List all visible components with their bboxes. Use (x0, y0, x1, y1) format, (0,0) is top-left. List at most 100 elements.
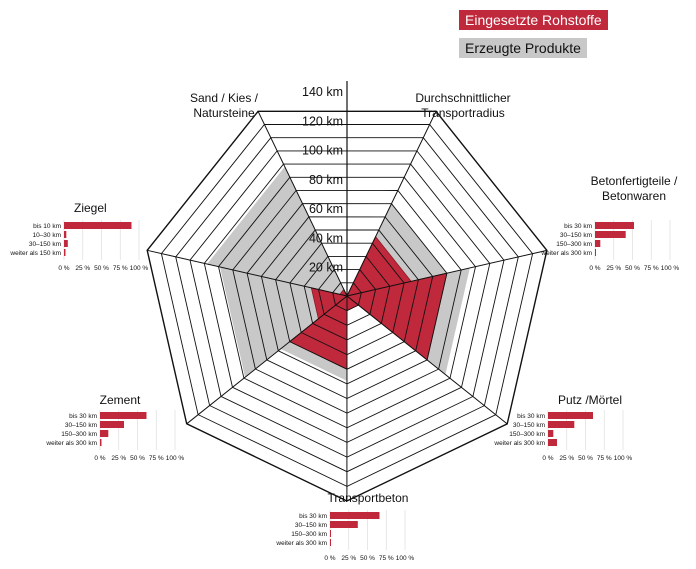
inset-category-label: 150–300 km (556, 241, 592, 248)
inset-category-label: 30–150 km (560, 232, 592, 239)
inset-bar (64, 249, 66, 256)
inset-tick-label: 50 % (578, 455, 593, 462)
grid-ring (318, 269, 377, 326)
inset-tick-label: 50 % (360, 555, 375, 562)
inset-bar (595, 240, 601, 247)
inset-bar (595, 249, 596, 256)
grid-ring (303, 255, 391, 341)
inset-category-label: bis 30 km (69, 413, 97, 420)
inset-tick-label: 0 % (324, 555, 335, 562)
inset-category-label: weiter als 300 km (275, 540, 327, 547)
inset-tick-label: 50 % (625, 265, 640, 272)
inset-category-label: weiter als 150 km (9, 250, 61, 257)
radial-tick-label: 100 km (302, 144, 343, 158)
inset-category-label: 30–150 km (295, 522, 327, 529)
inset-category-label: 30–150 km (29, 241, 61, 248)
inset-title: Transportbeton (328, 491, 409, 505)
grid-ring (146, 110, 548, 502)
grid-ring (175, 137, 519, 473)
inset-category-label: 10–30 km (32, 232, 61, 239)
inset-tick-label: 100 % (130, 265, 149, 272)
grid-ring (275, 229, 419, 370)
inset-title: Zement (100, 393, 141, 407)
inset-tick-label: 25 % (111, 455, 126, 462)
inset-title: Ziegel (74, 201, 107, 215)
inset-title: Putz /Mörtel (558, 393, 622, 407)
radial-tick-label: 40 km (309, 231, 343, 245)
legend-products: Erzeugte Produkte (459, 38, 587, 58)
inset-category-label: weiter als 300 km (540, 250, 592, 257)
inset-tick-label: 75 % (379, 555, 394, 562)
inset-bar (330, 512, 380, 519)
spoke (147, 249, 348, 297)
grid-ring (246, 203, 448, 399)
inset-category-label: bis 30 km (517, 413, 545, 420)
inset-tick-label: 100 % (614, 455, 633, 462)
grid-ring (189, 150, 505, 458)
inset-tick-label: 75 % (149, 455, 164, 462)
inset-bar (100, 439, 102, 446)
inset-category-label: weiter als 300 km (45, 440, 97, 447)
inset-bar (330, 521, 358, 528)
inset-bar (548, 439, 557, 446)
radial-tick-label: 60 km (309, 202, 343, 216)
chart-title: Durchschnittlicher Transportradius (415, 91, 510, 120)
inset-category-label: 150–300 km (509, 431, 545, 438)
inset-tick-label: 0 % (94, 455, 105, 462)
grid-ring (332, 282, 362, 312)
inset-category-label: 150–300 km (291, 531, 327, 538)
spoke (346, 111, 437, 297)
inset-tick-label: 75 % (644, 265, 659, 272)
inset-category-label: bis 30 km (299, 513, 327, 520)
inset-tick-label: 25 % (75, 265, 90, 272)
grid-ring (260, 216, 434, 385)
grid-ring (289, 242, 405, 356)
inset-bar (595, 231, 626, 238)
radial-tick-label: 140 km (302, 85, 343, 99)
sector-label-sand: Sand / Kies / Natursteine (190, 91, 259, 120)
radial-tick-label: 120 km (302, 114, 343, 128)
inset-bar (100, 421, 124, 428)
inset-tick-label: 50 % (130, 455, 145, 462)
inset-category-label: bis 30 km (564, 223, 592, 230)
inset-category-label: weiter als 300 km (493, 440, 545, 447)
spoke (346, 295, 508, 425)
inset-tick-label: 25 % (341, 555, 356, 562)
legend-raw-materials: Eingesetzte Rohstoffe (459, 10, 608, 30)
inset-bar (64, 222, 132, 229)
inset-tick-label: 100 % (166, 455, 185, 462)
inset-category-label: 30–150 km (513, 422, 545, 429)
inset-tick-label: 50 % (94, 265, 109, 272)
inset-bar (330, 539, 331, 546)
inset-tick-label: 0 % (542, 455, 553, 462)
radial-tick-label: 20 km (309, 261, 343, 275)
inset-bar (100, 430, 109, 437)
grid-ring (232, 189, 462, 414)
grid-ring (218, 176, 476, 429)
inset-tick-label: 100 % (396, 555, 415, 562)
inset-tick-label: 0 % (58, 265, 69, 272)
spoke (346, 249, 548, 297)
inset-bar (100, 412, 147, 419)
product-sector-0 (207, 166, 347, 296)
inset-tick-label: 100 % (661, 265, 680, 272)
inset-tick-label: 0 % (589, 265, 600, 272)
grid-ring (160, 124, 534, 487)
inset-bar (548, 412, 593, 419)
inset-title: Betonfertigteile / Betonwaren (591, 174, 678, 203)
spoke (186, 295, 348, 425)
radial-tick-label: 80 km (309, 173, 343, 187)
inset-tick-label: 25 % (606, 265, 621, 272)
inset-bar (595, 222, 634, 229)
inset-bar (548, 421, 575, 428)
inset-bar (548, 430, 554, 437)
inset-bar (330, 530, 331, 537)
inset-category-label: 150–300 km (61, 431, 97, 438)
inset-tick-label: 75 % (113, 265, 128, 272)
grid-ring (203, 163, 491, 443)
inset-category-label: bis 10 km (33, 223, 61, 230)
inset-category-label: 30–150 km (65, 422, 97, 429)
inset-tick-label: 75 % (597, 455, 612, 462)
spoke (257, 111, 348, 297)
